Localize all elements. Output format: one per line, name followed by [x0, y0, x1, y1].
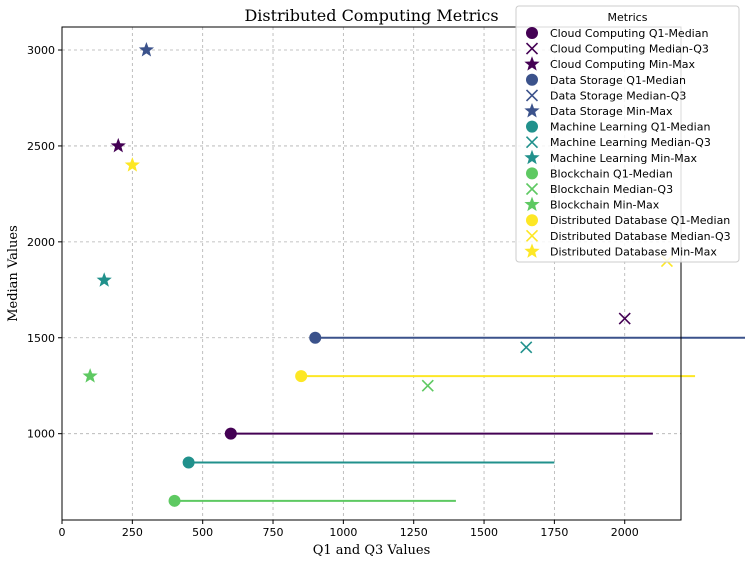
legend-marker-cross — [525, 182, 539, 196]
ticks: 0 250 500 750 1000 1250 1500 1750 2000 1000 1500 20… — [27, 44, 639, 539]
x-tick-label: 1750 — [540, 526, 568, 539]
legend-item: Data Storage Median-Q3 — [525, 89, 686, 102]
legend-label: Cloud Computing Median-Q3 — [550, 43, 709, 56]
min-max-point — [124, 157, 140, 172]
legend-label: Data Storage Q1-Median — [550, 74, 686, 87]
x-axis-title: Q1 and Q3 Values — [313, 543, 431, 558]
legend-label: Blockchain Median-Q3 — [550, 183, 673, 196]
legend-item: Data Storage Min-Max — [524, 103, 673, 118]
legend-label: Distributed Database Median-Q3 — [550, 230, 731, 243]
x-tick-label: 2000 — [611, 526, 639, 539]
legend-item: Machine Learning Min-Max — [524, 149, 698, 165]
legend-item: Cloud Computing Median-Q3 — [525, 42, 709, 56]
legend-marker-circle — [526, 73, 538, 86]
legend: Metrics Cloud Computing Q1-Median Cloud C… — [515, 5, 740, 263]
x-tick-label: 500 — [192, 526, 213, 539]
legend-marker-circle — [526, 27, 538, 39]
median-q3-point — [520, 341, 533, 354]
legend-item: Distributed Database Median-Q3 — [525, 229, 731, 243]
y-axis-title: Median Values — [6, 225, 21, 322]
x-tick-label: 250 — [122, 526, 143, 539]
min-max-point — [96, 272, 112, 287]
series-group — [110, 137, 653, 440]
legend-item: Cloud Computing Q1-Median — [526, 27, 708, 40]
median-q3-point — [421, 379, 434, 392]
legend-label: Data Storage Median-Q3 — [550, 89, 686, 102]
legend-item: Blockchain Min-Max — [524, 196, 660, 212]
legend-item: Blockchain Q1-Median — [526, 167, 673, 180]
q1-median-point — [182, 456, 195, 469]
legend-label: Machine Learning Q1-Median — [550, 121, 710, 134]
x-tick-label: 1000 — [329, 526, 357, 539]
series-group — [82, 368, 456, 507]
legend-item: Distributed Database Q1-Median — [526, 214, 730, 227]
legend-item: Machine Learning Median-Q3 — [525, 136, 711, 149]
legend-item: Machine Learning Q1-Median — [526, 120, 710, 134]
legend-label: Cloud Computing Min-Max — [550, 58, 696, 71]
q1-median-point — [224, 427, 237, 440]
y-tick-label: 3000 — [27, 44, 55, 57]
legend-item: Distributed Database Min-Max — [524, 243, 717, 258]
grid — [61, 27, 681, 520]
legend-marker-star — [524, 103, 540, 118]
legend-marker-circle — [526, 214, 538, 227]
chart-title: Distributed Computing Metrics — [244, 6, 498, 25]
min-max-point — [138, 42, 155, 57]
legend-label: Blockchain Q1-Median — [550, 167, 673, 180]
legend-marker-cross — [525, 89, 539, 102]
series-layer — [82, 42, 745, 507]
legend-label: Data Storage Min-Max — [550, 105, 673, 118]
legend-marker-circle — [526, 120, 538, 133]
x-tick-label: 1500 — [470, 526, 498, 539]
legend-item: Blockchain Median-Q3 — [525, 182, 673, 196]
y-tick-label: 1500 — [27, 332, 55, 345]
q1-median-point — [295, 370, 308, 383]
legend-marker-star — [524, 56, 540, 71]
legend-label: Cloud Computing Q1-Median — [550, 27, 708, 40]
legend-item: Data Storage Q1-Median — [526, 73, 686, 87]
legend-box — [515, 5, 740, 263]
y-tick-label: 1000 — [27, 428, 55, 441]
median-q3-point — [618, 312, 631, 325]
q1-median-point — [168, 494, 181, 507]
legend-label: Distributed Database Q1-Median — [550, 214, 730, 227]
x-tick-label: 0 — [59, 526, 66, 539]
legend-marker-star — [524, 243, 540, 258]
legend-marker-cross — [525, 229, 539, 242]
x-tick-label: 1250 — [400, 526, 428, 539]
series-group — [96, 272, 555, 469]
legend-item: Cloud Computing Min-Max — [524, 56, 696, 71]
legend-marker-star — [524, 196, 540, 212]
series-group — [138, 42, 745, 344]
legend-label: Distributed Database Min-Max — [550, 245, 717, 258]
legend-marker-cross — [525, 136, 539, 149]
x-tick-label: 750 — [263, 526, 284, 539]
min-max-point — [82, 368, 98, 383]
y-tick-label: 2000 — [27, 236, 55, 249]
q1-median-point — [309, 331, 322, 344]
legend-title: Metrics — [608, 11, 648, 24]
legend-label: Machine Learning Median-Q3 — [550, 136, 711, 149]
legend-label: Machine Learning Min-Max — [550, 152, 698, 165]
legend-marker-circle — [526, 167, 538, 180]
min-max-point — [110, 137, 126, 153]
plot-frame — [61, 26, 682, 521]
legend-marker-star — [524, 149, 540, 165]
y-tick-label: 2500 — [27, 140, 55, 153]
legend-marker-cross — [525, 42, 539, 55]
legend-label: Blockchain Min-Max — [550, 199, 660, 212]
